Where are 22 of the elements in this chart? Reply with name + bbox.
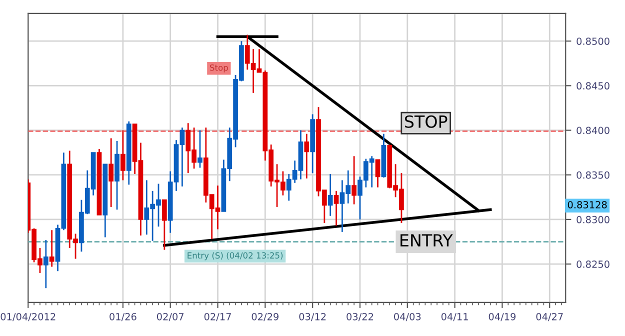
x-tick-label: 04/11 xyxy=(441,312,468,322)
x-tick-label: 02/17 xyxy=(204,312,231,322)
annotation: Stop xyxy=(210,64,228,72)
ref-line-label: ENTRY xyxy=(400,234,453,246)
x-tick-label: 01/04/2012 xyxy=(0,312,56,322)
y-tick-label: 0.8500 xyxy=(576,38,610,45)
x-tick-label: 04/19 xyxy=(488,312,516,322)
x-tick-label: 01/26 xyxy=(110,312,136,322)
y-tick-label: 0.8350 xyxy=(576,171,610,179)
y-tick-label: 0.8450 xyxy=(576,82,610,90)
y-tick-label: 0.8250 xyxy=(576,260,610,268)
text: 0.83128 xyxy=(568,201,607,208)
y-tick-label: 0.8400 xyxy=(576,126,610,134)
x-tick-label: 03/22 xyxy=(346,312,374,322)
ref-line-label: STOP xyxy=(405,115,448,128)
x-tick-label: 02/07 xyxy=(156,312,184,322)
x-tick-label: 04/03 xyxy=(394,312,421,322)
annotation: Entry (S) (04/02 13:25) xyxy=(188,252,283,260)
x-tick-label: 02/29 xyxy=(252,312,278,322)
x-tick-label: 03/12 xyxy=(299,312,326,322)
x-tick-label: 04/27 xyxy=(536,312,563,322)
y-tick-label: 0.8300 xyxy=(576,216,610,224)
